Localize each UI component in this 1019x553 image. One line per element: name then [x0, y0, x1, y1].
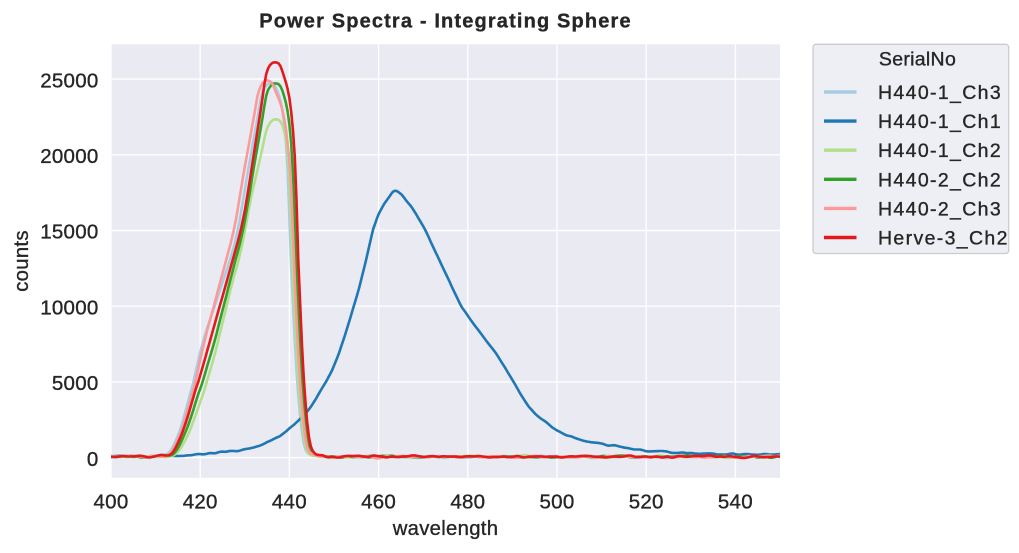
svg-text:counts: counts: [11, 230, 33, 292]
svg-text:H440-1_Ch3: H440-1_Ch3: [878, 82, 1002, 104]
svg-text:10000: 10000: [40, 296, 98, 319]
svg-text:400: 400: [94, 490, 129, 513]
svg-text:25000: 25000: [40, 69, 98, 92]
svg-text:520: 520: [629, 490, 664, 513]
svg-text:H440-2_Ch2: H440-2_Ch2: [878, 169, 1002, 191]
svg-text:wavelength: wavelength: [392, 518, 499, 540]
svg-text:15000: 15000: [40, 221, 98, 244]
svg-text:5000: 5000: [52, 372, 99, 395]
svg-text:420: 420: [183, 490, 218, 513]
svg-text:H440-1_Ch1: H440-1_Ch1: [878, 111, 1002, 133]
svg-text:440: 440: [272, 490, 307, 513]
svg-text:540: 540: [718, 490, 753, 513]
svg-text:480: 480: [450, 490, 485, 513]
svg-text:0: 0: [87, 448, 99, 471]
svg-text:Power Spectra - Integrating Sp: Power Spectra - Integrating Sphere: [259, 11, 632, 33]
svg-text:SerialNo: SerialNo: [879, 48, 956, 70]
svg-text:500: 500: [540, 490, 575, 513]
svg-text:20000: 20000: [40, 145, 98, 168]
svg-text:H440-2_Ch3: H440-2_Ch3: [878, 198, 1002, 220]
svg-text:Herve-3_Ch2: Herve-3_Ch2: [878, 228, 1009, 250]
svg-text:H440-1_Ch2: H440-1_Ch2: [878, 140, 1002, 162]
svg-text:460: 460: [361, 490, 396, 513]
